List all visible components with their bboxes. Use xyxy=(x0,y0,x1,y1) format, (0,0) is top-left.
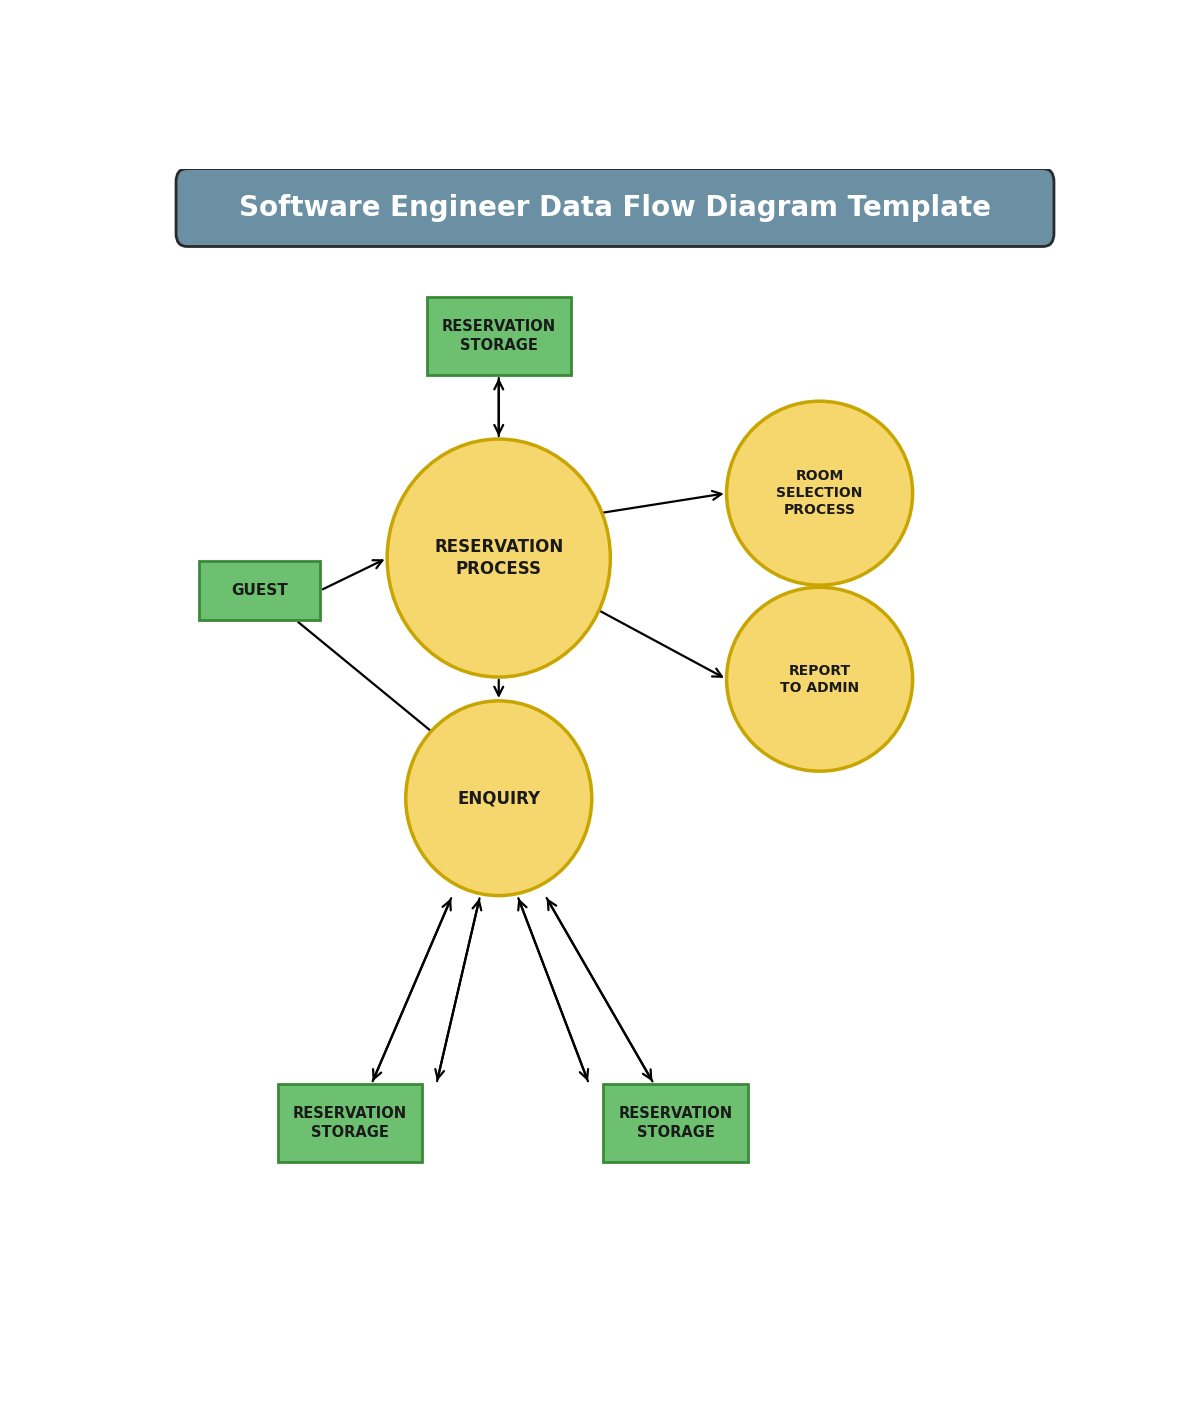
Text: Software Engineer Data Flow Diagram Template: Software Engineer Data Flow Diagram Temp… xyxy=(239,194,991,222)
Text: REPORT
TO ADMIN: REPORT TO ADMIN xyxy=(780,663,859,695)
Text: RESERVATION
PROCESS: RESERVATION PROCESS xyxy=(434,538,563,579)
Text: RESERVATION
STORAGE: RESERVATION STORAGE xyxy=(293,1106,407,1139)
FancyBboxPatch shape xyxy=(427,298,571,375)
FancyBboxPatch shape xyxy=(604,1083,748,1162)
Text: RESERVATION
STORAGE: RESERVATION STORAGE xyxy=(618,1106,732,1139)
Text: RESERVATION
STORAGE: RESERVATION STORAGE xyxy=(442,319,556,353)
Ellipse shape xyxy=(727,402,913,584)
Text: ENQUIRY: ENQUIRY xyxy=(457,790,540,808)
Ellipse shape xyxy=(388,438,611,677)
Text: GUEST: GUEST xyxy=(232,583,288,599)
Ellipse shape xyxy=(406,701,592,895)
FancyBboxPatch shape xyxy=(199,561,320,620)
FancyBboxPatch shape xyxy=(278,1083,422,1162)
FancyBboxPatch shape xyxy=(176,169,1054,246)
Text: ROOM
SELECTION
PROCESS: ROOM SELECTION PROCESS xyxy=(776,469,863,517)
Ellipse shape xyxy=(727,587,913,771)
